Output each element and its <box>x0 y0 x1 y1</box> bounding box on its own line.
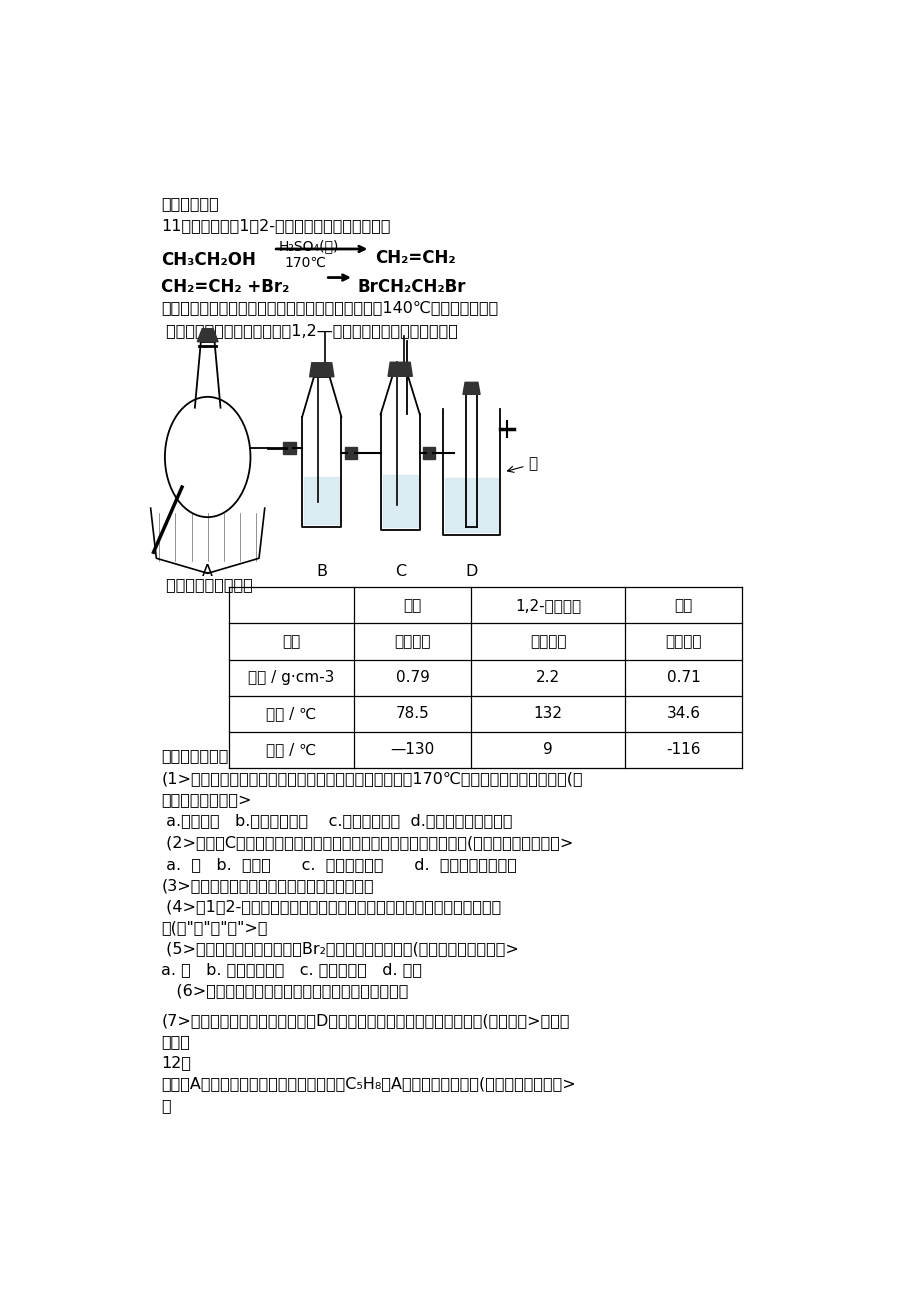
Text: 可能存在的主要副反应有：乙醇在浓硫酸的存在下在140℃脱水生成乙醚。: 可能存在的主要副反应有：乙醇在浓硫酸的存在下在140℃脱水生成乙醚。 <box>161 301 498 315</box>
Text: 图示例如下：: 图示例如下： <box>161 197 219 211</box>
Text: H₂SO₄(浓): H₂SO₄(浓) <box>278 240 339 253</box>
Text: -116: -116 <box>665 742 700 758</box>
Text: C: C <box>394 564 405 579</box>
Text: CH₂=CH₂: CH₂=CH₂ <box>375 249 456 267</box>
Text: 9: 9 <box>543 742 552 758</box>
Text: 用少量的溴和足量的乙醇制备1,2—二溴乙烷的装置如下图所示：: 用少量的溴和足量的乙醇制备1,2—二溴乙烷的装置如下图所示： <box>161 323 458 337</box>
Text: 11、实验室制备1，2-二溴乙烷的反应原理如下：: 11、实验室制备1，2-二溴乙烷的反应原理如下： <box>161 219 391 233</box>
Text: 溴: 溴 <box>507 457 537 473</box>
Text: A: A <box>202 564 213 579</box>
Text: BrCH₂CH₂Br: BrCH₂CH₂Br <box>357 277 465 296</box>
Text: CH₃CH₂OH: CH₃CH₂OH <box>161 251 255 270</box>
Text: 沸点 / ℃: 沸点 / ℃ <box>267 706 316 721</box>
Text: 熔点 / ℃: 熔点 / ℃ <box>267 742 316 758</box>
Text: 化合物A是合成天然橡胶的单体，分子式为C₅H₈。A的一系列反应如下(部分反应条件略去>: 化合物A是合成天然橡胶的单体，分子式为C₅H₈。A的一系列反应如下(部分反应条件… <box>161 1077 575 1091</box>
Polygon shape <box>283 441 296 454</box>
Text: (4>将1，2-二溴乙烷粗产品置于分液漏斗中加水，振荡后静置，产物应在: (4>将1，2-二溴乙烷粗产品置于分液漏斗中加水，振荡后静置，产物应在 <box>161 900 501 914</box>
Text: (3>判断该制各反应已经结束的最简单方法是；: (3>判断该制各反应已经结束的最简单方法是； <box>161 878 373 893</box>
Text: 无色液体: 无色液体 <box>529 634 566 648</box>
Text: 132: 132 <box>533 706 562 721</box>
Text: CH₂=CH₂ +Br₂: CH₂=CH₂ +Br₂ <box>161 277 289 296</box>
Text: 78.5: 78.5 <box>395 706 429 721</box>
Polygon shape <box>423 447 435 460</box>
Text: 34.6: 34.6 <box>666 706 700 721</box>
Polygon shape <box>197 328 218 341</box>
Text: 无色液体: 无色液体 <box>664 634 701 648</box>
Text: 有关数据列表如下：: 有关数据列表如下： <box>161 577 253 592</box>
Text: 乙醇: 乙醇 <box>403 598 421 613</box>
Polygon shape <box>310 363 334 376</box>
Text: 170℃: 170℃ <box>284 255 325 270</box>
Text: 层(填"上"、"下">；: 层(填"上"、"下">； <box>161 921 267 935</box>
Text: a.  水   b.  浓硫酸      c.  氢氧化钠溶液      d.  饱和碳酸氢钠溶液: a. 水 b. 浓硫酸 c. 氢氧化钠溶液 d. 饱和碳酸氢钠溶液 <box>161 857 516 872</box>
Text: B: B <box>316 564 327 579</box>
Text: 无色液体: 无色液体 <box>394 634 430 648</box>
Text: 回答下列问题：: 回答下列问题： <box>161 747 229 763</box>
Text: (7>反应过程中应用冷水冷却装置D，其主要目的是；但又不能过度冷却(如用冰水>，其原: (7>反应过程中应用冷水冷却装置D，其主要目的是；但又不能过度冷却(如用冰水>，… <box>161 1013 569 1029</box>
Text: D: D <box>465 564 477 579</box>
Polygon shape <box>388 362 412 376</box>
Text: (5>若产物中有少量未反应的Br₂，最好用洗涤除去；(填正确选项前的字母>: (5>若产物中有少量未反应的Br₂，最好用洗涤除去；(填正确选项前的字母> <box>161 941 518 956</box>
Text: 正确选项前的字母>: 正确选项前的字母> <box>161 792 252 807</box>
Polygon shape <box>462 383 480 395</box>
Text: 12、: 12、 <box>161 1056 191 1070</box>
Text: 密度 / g·cm-3: 密度 / g·cm-3 <box>248 671 335 685</box>
Text: —130: —130 <box>391 742 435 758</box>
Polygon shape <box>345 447 357 460</box>
Text: 因是。: 因是。 <box>161 1035 190 1049</box>
Text: (2>在装置C中应加入，其目的是吸收反应中可能生成的酸性气体：(填正确选项前的字母>: (2>在装置C中应加入，其目的是吸收反应中可能生成的酸性气体：(填正确选项前的字… <box>161 835 573 850</box>
Text: 1,2-二溴乙烷: 1,2-二溴乙烷 <box>515 598 581 613</box>
Text: (6>若产物中有少量副产物乙醚．可用的方法除去；: (6>若产物中有少量副产物乙醚．可用的方法除去； <box>161 983 408 999</box>
Text: a.引发反应   b.加快反应速度    c.防止乙醇挥发  d.减少副产物乙醚生成: a.引发反应 b.加快反应速度 c.防止乙醇挥发 d.减少副产物乙醚生成 <box>161 812 512 828</box>
Text: 状态: 状态 <box>282 634 301 648</box>
Text: ：: ： <box>161 1098 171 1113</box>
Text: 2.2: 2.2 <box>536 671 560 685</box>
Text: 0.71: 0.71 <box>666 671 699 685</box>
Text: 乙醚: 乙醚 <box>674 598 692 613</box>
Text: a. 水   b. 氢氧化钠溶液   c. 碘化钠溶液   d. 乙醇: a. 水 b. 氢氧化钠溶液 c. 碘化钠溶液 d. 乙醇 <box>161 962 422 978</box>
Text: (1>在此制各实验中，要尽可能迅速地把反应温度提高到170℃左右，其最主要目的是：(填: (1>在此制各实验中，要尽可能迅速地把反应温度提高到170℃左右，其最主要目的是… <box>161 771 583 786</box>
Text: 0.79: 0.79 <box>395 671 429 685</box>
